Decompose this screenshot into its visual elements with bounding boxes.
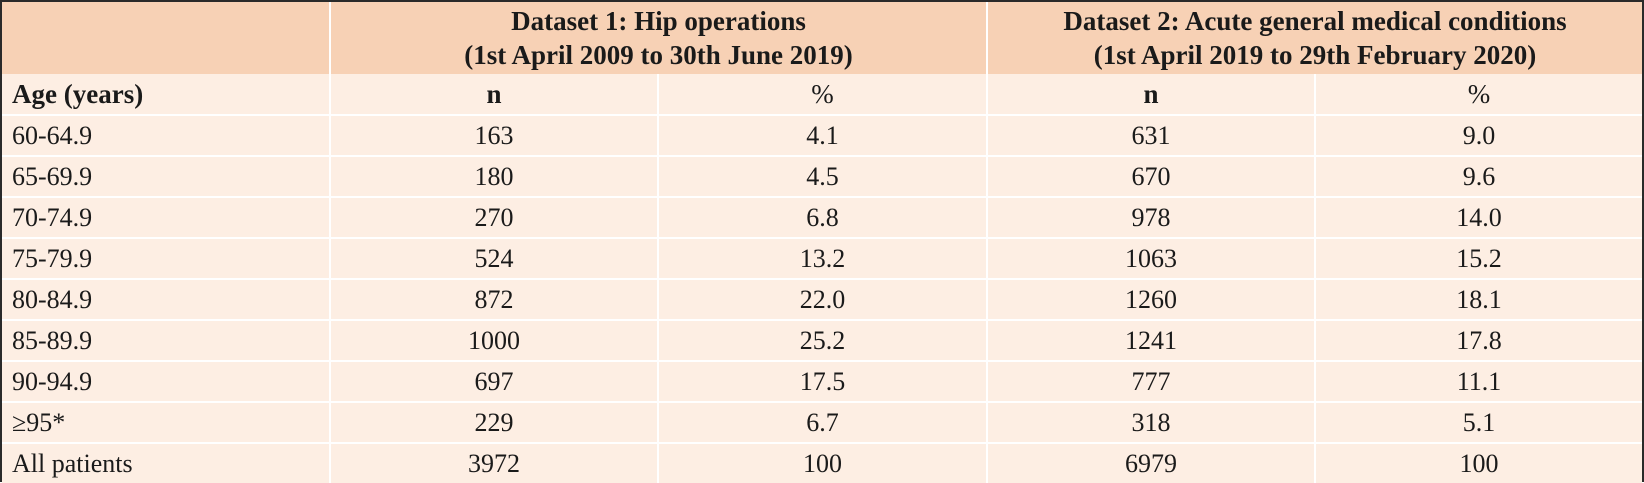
column-header-dataset-1-percent: % — [656, 74, 988, 115]
cell-age-group: 90-94.9 — [2, 360, 330, 402]
table-row: 70-74.9 270 6.8 978 14.0 — [2, 196, 1643, 238]
column-header-dataset-1-n: n — [329, 74, 658, 115]
cell-dataset-2-percent: 11.1 — [1314, 360, 1643, 402]
cell-dataset-1-percent: 4.5 — [656, 155, 988, 197]
cell-dataset-2-percent: 100 — [1314, 442, 1643, 483]
cell-age-group: ≥95* — [2, 401, 330, 443]
column-header-age: Age (years) — [2, 74, 330, 115]
cell-dataset-1-percent: 17.5 — [656, 360, 988, 402]
group-header-dataset-1: Dataset 1: Hip operations (1st April 200… — [328, 2, 988, 74]
dataset-2-title: Dataset 2: Acute general medical conditi… — [1063, 6, 1567, 36]
table-row: All patients 3972 100 6979 100 — [2, 442, 1643, 483]
cell-dataset-2-n: 6979 — [986, 442, 1316, 483]
cell-dataset-1-percent: 6.7 — [656, 401, 988, 443]
table-body: 60-64.9 163 4.1 631 9.0 65-69.9 180 4.5 670 9.6 70… — [2, 114, 1643, 483]
cell-dataset-1-n: 1000 — [329, 319, 658, 361]
cell-dataset-1-n: 3972 — [329, 442, 658, 483]
dataset-1-title: Dataset 1: Hip operations — [511, 6, 806, 36]
cell-dataset-2-percent: 17.8 — [1314, 319, 1643, 361]
dataset-2-date-range: (1st April 2019 to 29th February 2020) — [1093, 40, 1537, 70]
table-row: 80-84.9 872 22.0 1260 18.1 — [2, 278, 1643, 320]
cell-dataset-2-percent: 9.6 — [1314, 155, 1643, 197]
cell-dataset-1-percent: 13.2 — [656, 237, 988, 279]
cell-dataset-2-n: 1063 — [986, 237, 1316, 279]
table-row: 75-79.9 524 13.2 1063 15.2 — [2, 237, 1643, 279]
group-header-row: Dataset 1: Hip operations (1st April 200… — [2, 2, 1643, 74]
cell-age-group: All patients — [2, 442, 330, 483]
cell-dataset-2-n: 978 — [986, 196, 1316, 238]
cell-dataset-2-n: 631 — [986, 114, 1316, 156]
cell-age-group: 85-89.9 — [2, 319, 330, 361]
cell-dataset-1-n: 524 — [329, 237, 658, 279]
cell-dataset-2-n: 1241 — [986, 319, 1316, 361]
cell-dataset-2-n: 1260 — [986, 278, 1316, 320]
cell-dataset-1-n: 163 — [329, 114, 658, 156]
cell-age-group: 70-74.9 — [2, 196, 330, 238]
table-row: 65-69.9 180 4.5 670 9.6 — [2, 155, 1643, 197]
cell-age-group: 60-64.9 — [2, 114, 330, 156]
table-row: 85-89.9 1000 25.2 1241 17.8 — [2, 319, 1643, 361]
cell-dataset-2-percent: 15.2 — [1314, 237, 1643, 279]
cell-dataset-2-n: 318 — [986, 401, 1316, 443]
cell-dataset-2-percent: 14.0 — [1314, 196, 1643, 238]
cell-dataset-1-n: 229 — [329, 401, 658, 443]
cell-dataset-1-percent: 6.8 — [656, 196, 988, 238]
cell-dataset-1-n: 697 — [329, 360, 658, 402]
cell-dataset-1-percent: 25.2 — [656, 319, 988, 361]
cell-dataset-1-percent: 100 — [656, 442, 988, 483]
table-row: ≥95* 229 6.7 318 5.1 — [2, 401, 1643, 443]
table-row: 60-64.9 163 4.1 631 9.0 — [2, 114, 1643, 156]
cell-dataset-1-n: 872 — [329, 278, 658, 320]
cell-dataset-2-percent: 18.1 — [1314, 278, 1643, 320]
cell-age-group: 80-84.9 — [2, 278, 330, 320]
cell-dataset-2-n: 777 — [986, 360, 1316, 402]
table-row: 90-94.9 697 17.5 777 11.1 — [2, 360, 1643, 402]
cell-dataset-2-n: 670 — [986, 155, 1316, 197]
cell-age-group: 75-79.9 — [2, 237, 330, 279]
cell-dataset-1-n: 270 — [329, 196, 658, 238]
cell-dataset-2-percent: 5.1 — [1314, 401, 1643, 443]
cell-age-group: 65-69.9 — [2, 155, 330, 197]
cell-dataset-2-percent: 9.0 — [1314, 114, 1643, 156]
cell-dataset-1-percent: 4.1 — [656, 114, 988, 156]
column-header-dataset-2-percent: % — [1314, 74, 1643, 115]
column-header-dataset-2-n: n — [986, 74, 1316, 115]
group-header-dataset-2: Dataset 2: Acute general medical conditi… — [986, 2, 1643, 74]
cell-dataset-1-n: 180 — [329, 155, 658, 197]
column-header-row: Age (years) n % n % — [2, 74, 1643, 115]
cell-dataset-1-percent: 22.0 — [656, 278, 988, 320]
dataset-1-date-range: (1st April 2009 to 30th June 2019) — [464, 40, 853, 70]
group-header-empty — [2, 2, 330, 74]
